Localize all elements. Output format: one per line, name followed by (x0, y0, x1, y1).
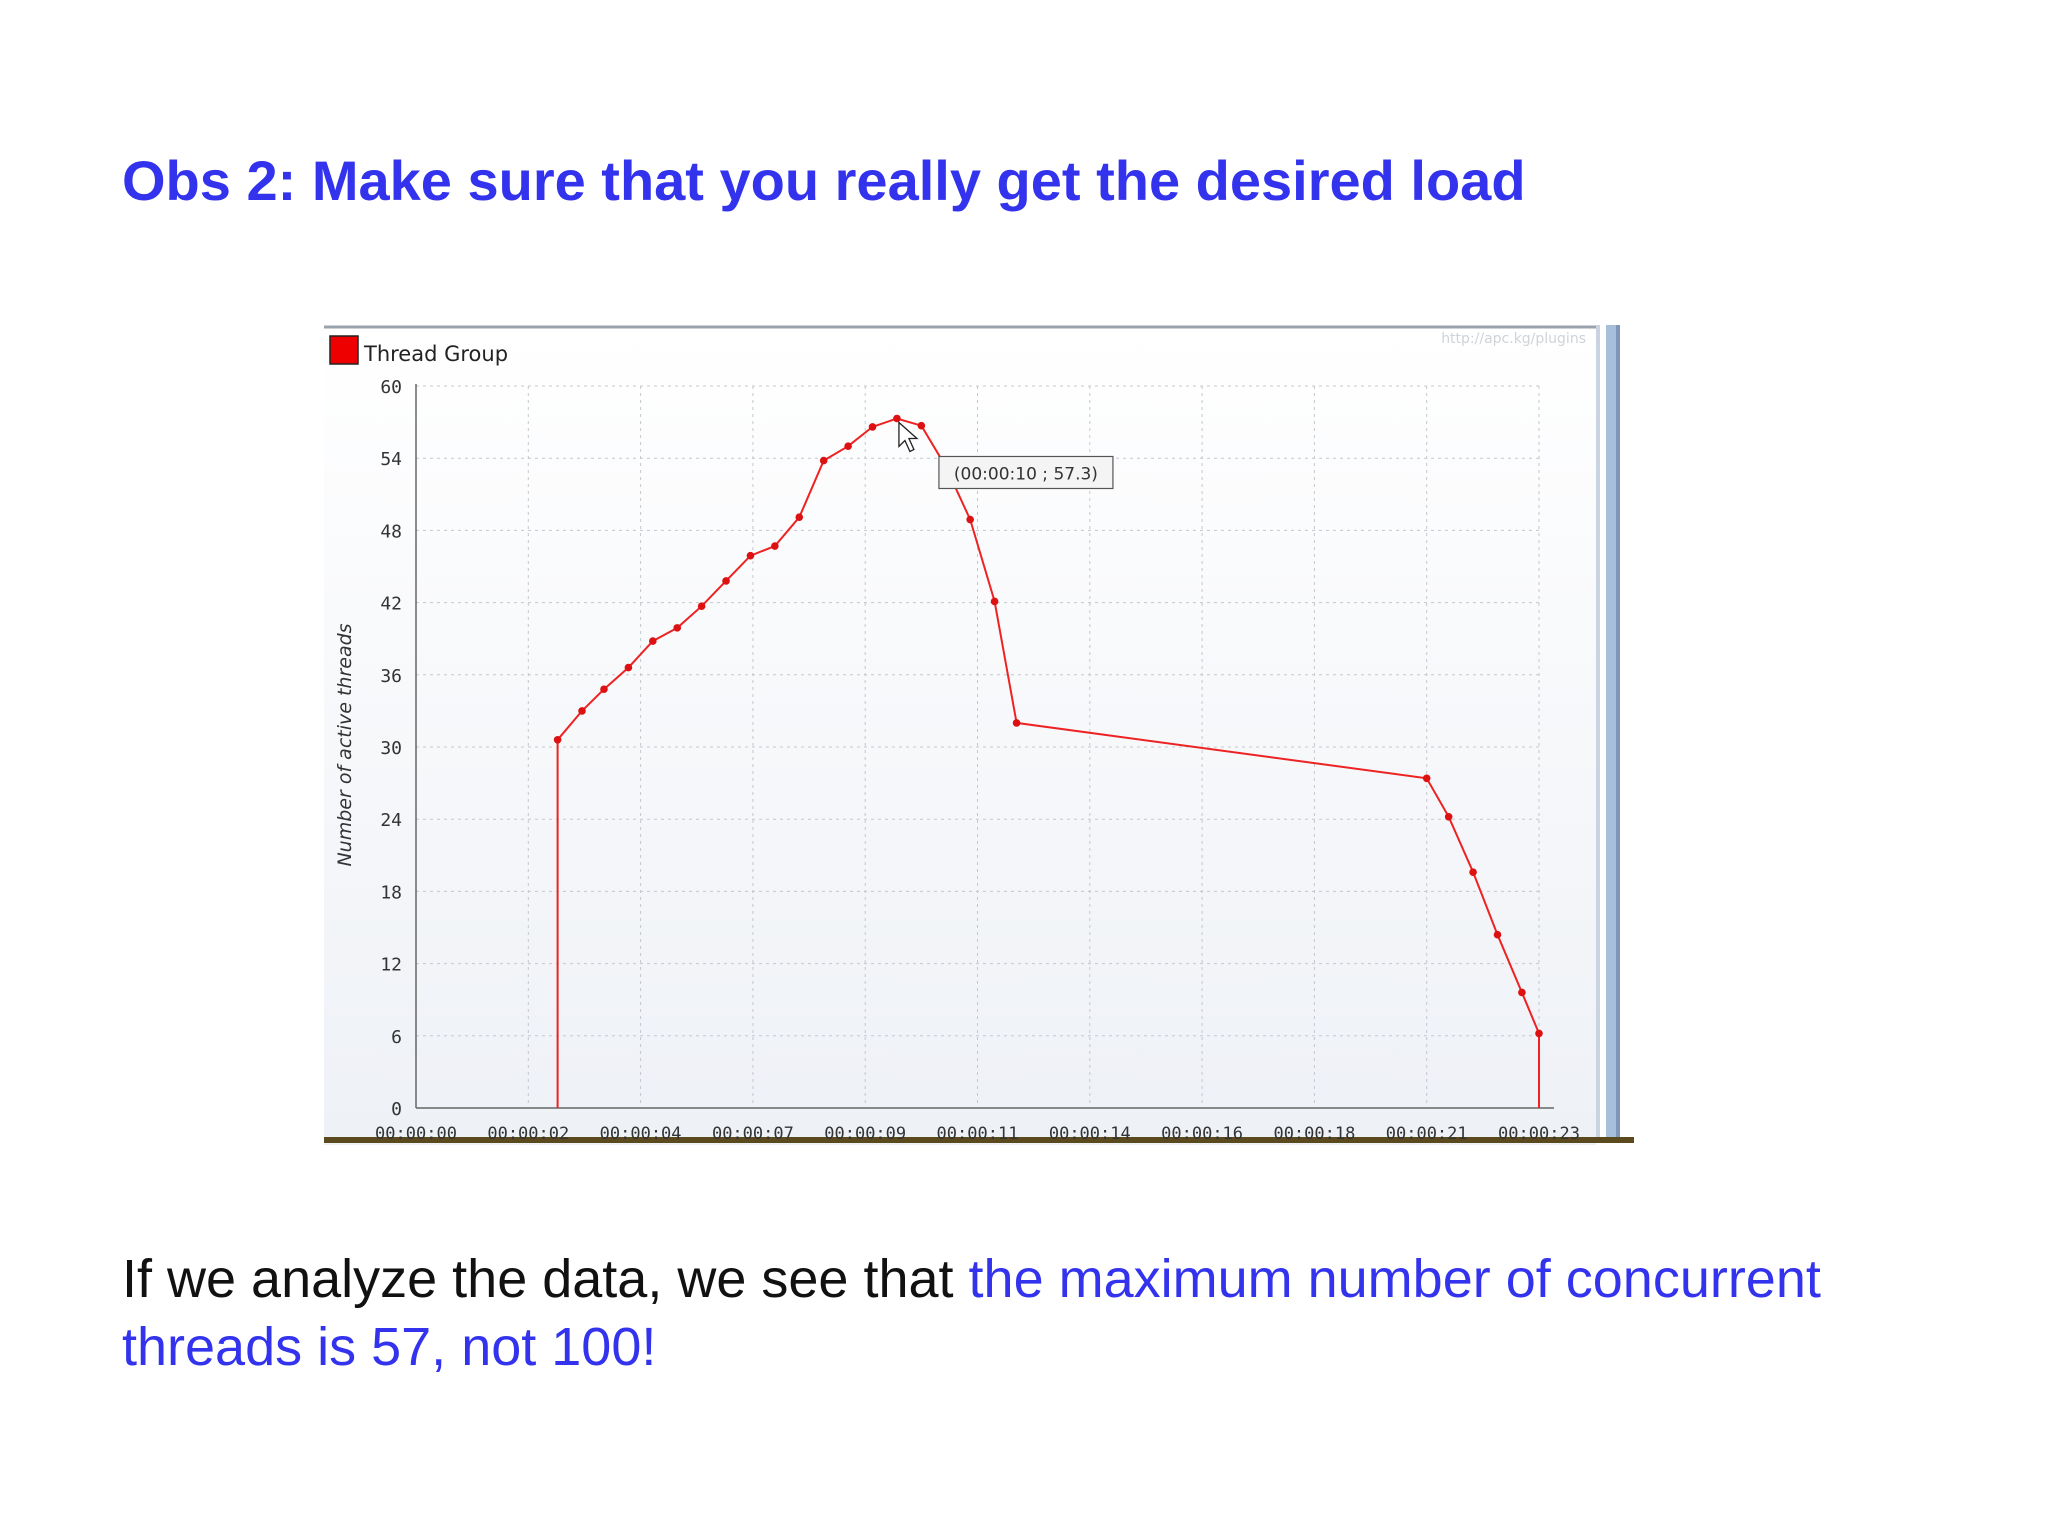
x-tick-label: 00:00:16 (1161, 1124, 1243, 1144)
y-tick-label: 48 (380, 521, 402, 542)
chart-watermark: http://apc.kg/plugins (1441, 331, 1586, 347)
thread-chart-panel: 0 6 12 18 24 30 36 42 48 54 60 00:00:00 00:00:02 00:0… (324, 325, 1634, 1145)
data-point (893, 414, 901, 423)
x-tick-label: 00:00:14 (1049, 1124, 1131, 1144)
data-point (1518, 988, 1526, 997)
x-tick-label: 00:00:07 (712, 1124, 794, 1144)
data-point (553, 735, 562, 744)
data-point (844, 442, 852, 450)
body-text: If we analyze the data, we see that the … (122, 1245, 1982, 1381)
data-point (649, 637, 657, 645)
x-tick-label: 00:00:23 (1498, 1124, 1580, 1144)
data-point (673, 624, 682, 632)
active-threads-chart: 0 6 12 18 24 30 36 42 48 54 60 00:00:00 00:00:02 00:0… (324, 325, 1634, 1145)
legend-swatch-thread-group (329, 335, 359, 365)
tooltip-layer: (00:00:10 ; 57.3) (898, 421, 1114, 490)
x-tick-label: 00:00:00 (375, 1124, 457, 1144)
data-point (578, 707, 586, 715)
data-point (1012, 719, 1021, 727)
data-point (624, 663, 633, 672)
data-point (697, 602, 706, 611)
y-tick-label: 12 (380, 955, 402, 976)
x-tick-label: 00:00:09 (824, 1124, 906, 1144)
body-text-highlight: the maximum number of concurrent threads… (122, 1249, 1821, 1377)
y-tick-label: 60 (380, 377, 402, 398)
body-text-plain: If we analyze the data, we see that (122, 1249, 969, 1309)
x-tick-label: 00:00:21 (1386, 1124, 1468, 1144)
data-point (917, 421, 926, 430)
y-tick-label: 0 (391, 1099, 402, 1120)
data-point (966, 515, 974, 524)
tooltip-text: (00:00:10 ; 57.3) (954, 464, 1098, 484)
data-point (795, 513, 804, 521)
tooltip-box (938, 455, 1114, 490)
data-point (600, 685, 608, 694)
y-tick-label: 18 (380, 882, 402, 903)
data-point (819, 456, 828, 465)
y-tick-label: 54 (380, 449, 402, 470)
plot-area-background (324, 325, 1596, 1145)
data-point (722, 577, 730, 585)
series-layer (553, 414, 1543, 1108)
data-point (746, 551, 755, 560)
y-axis-title: Number of active threads (334, 623, 356, 866)
series-line-thread-group (556, 417, 1540, 1108)
panel-bottom-bar (324, 1137, 1634, 1143)
mouse-cursor-icon (898, 421, 919, 453)
y-tick-label: 42 (380, 594, 402, 615)
legend-label-thread-group: Thread Group (363, 342, 508, 366)
data-point (1535, 1029, 1543, 1038)
axis-layer: 0 6 12 18 24 30 36 42 48 54 60 00:00:00 00:00:02 00:0… (375, 377, 1580, 1144)
x-tick-label: 00:00:04 (600, 1124, 682, 1144)
data-point (990, 597, 999, 606)
y-tick-label: 6 (391, 1027, 402, 1048)
data-point (1422, 774, 1431, 783)
x-tick-label: 00:00:02 (487, 1124, 569, 1144)
x-tick-label: 00:00:11 (937, 1124, 1019, 1144)
panel-scroll-edge (1606, 325, 1616, 1140)
panel-right-edge (1596, 325, 1600, 1140)
y-tick-label: 24 (380, 810, 402, 831)
data-point (771, 542, 779, 550)
data-point (1469, 868, 1477, 876)
x-tick-label: 00:00:18 (1273, 1124, 1355, 1144)
slide-title: Obs 2: Make sure that you really get the… (122, 149, 1526, 212)
y-tick-label: 30 (380, 738, 402, 759)
data-point (1444, 812, 1453, 821)
data-point (868, 423, 877, 431)
panel-scroll-edge-dark (1616, 325, 1620, 1140)
data-point (1493, 930, 1502, 939)
y-tick-label: 36 (380, 666, 402, 687)
